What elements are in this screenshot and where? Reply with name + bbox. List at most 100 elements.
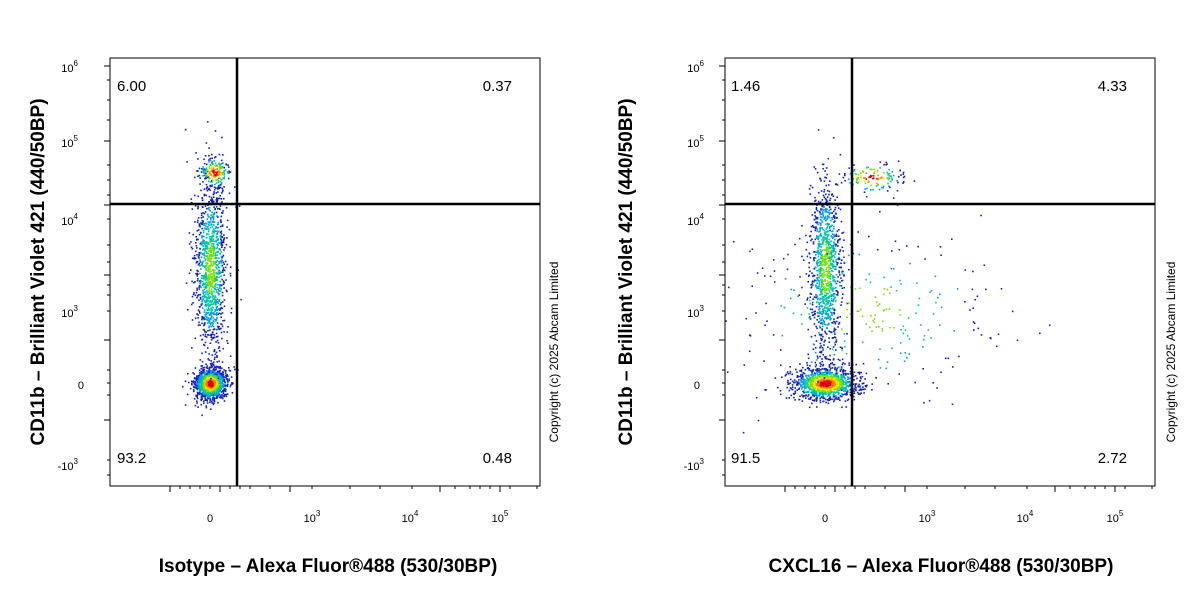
event-point — [829, 225, 831, 228]
event-point — [214, 285, 216, 287]
event-point — [215, 271, 218, 274]
event-point — [203, 224, 205, 227]
event-point — [825, 401, 827, 404]
event-point — [812, 374, 815, 376]
event-point — [219, 205, 222, 207]
event-point — [837, 235, 840, 237]
event-point — [206, 304, 208, 306]
event-point — [833, 395, 836, 398]
event-point — [220, 316, 222, 319]
event-point — [204, 341, 207, 344]
event-point — [201, 365, 203, 367]
event-point — [202, 298, 205, 300]
event-point — [205, 406, 208, 409]
event-point — [221, 379, 224, 381]
event-point — [212, 403, 215, 406]
event-point — [217, 174, 219, 176]
event-point — [823, 320, 825, 323]
event-point — [214, 388, 216, 390]
event-point — [827, 389, 830, 392]
event-point — [200, 376, 203, 378]
event-point — [190, 303, 193, 306]
event-point — [211, 389, 214, 392]
event-point — [818, 310, 821, 313]
event-point — [214, 269, 216, 271]
event-point — [205, 296, 207, 298]
event-point — [827, 184, 830, 186]
event-point — [820, 383, 822, 386]
event-point — [221, 225, 224, 227]
event-point — [205, 246, 207, 249]
event-point — [213, 300, 216, 303]
event-point — [828, 391, 830, 393]
event-point — [834, 344, 837, 346]
event-point — [830, 391, 833, 393]
event-point — [847, 385, 850, 388]
event-point — [869, 174, 872, 177]
event-point — [832, 246, 835, 249]
event-point — [828, 206, 831, 209]
event-point — [872, 177, 874, 180]
event-point — [810, 286, 812, 289]
event-point — [206, 397, 209, 399]
event-point — [194, 337, 196, 340]
event-point — [812, 391, 815, 394]
event-point — [815, 266, 817, 269]
event-point — [209, 312, 212, 315]
event-point — [841, 385, 843, 388]
event-point — [198, 376, 201, 378]
event-point — [219, 272, 221, 275]
event-point — [202, 171, 205, 173]
event-point — [817, 269, 820, 272]
event-point — [199, 177, 201, 179]
event-point — [215, 187, 217, 189]
event-point — [196, 400, 198, 402]
event-point — [214, 309, 217, 311]
event-point — [218, 173, 221, 175]
event-point — [213, 170, 215, 172]
event-point — [842, 388, 845, 391]
event-point — [211, 249, 213, 252]
event-point — [220, 275, 222, 277]
event-point — [835, 379, 837, 381]
event-point — [202, 381, 205, 384]
event-point — [846, 302, 849, 305]
event-point — [826, 372, 829, 374]
event-point — [815, 235, 818, 237]
event-point — [808, 384, 810, 387]
event-point — [812, 348, 815, 350]
event-point — [208, 265, 211, 268]
event-point — [822, 301, 825, 303]
event-point — [220, 192, 223, 194]
event-point — [203, 317, 206, 320]
event-point — [216, 230, 218, 232]
event-point — [221, 190, 224, 193]
event-point — [806, 367, 809, 370]
event-point — [828, 384, 830, 386]
event-point — [218, 312, 221, 315]
event-point — [815, 301, 818, 304]
event-point — [223, 171, 225, 173]
event-point — [212, 275, 214, 277]
event-point — [780, 393, 782, 396]
event-point — [211, 226, 214, 228]
event-point — [201, 168, 203, 170]
event-point — [221, 241, 224, 244]
event-point — [217, 216, 219, 218]
event-point — [831, 245, 834, 247]
event-point — [206, 365, 209, 367]
event-point — [791, 380, 794, 383]
event-point — [830, 235, 833, 237]
event-point — [218, 170, 220, 172]
event-point — [840, 381, 842, 384]
event-point — [204, 259, 206, 262]
event-point — [209, 389, 212, 392]
event-point — [802, 381, 804, 383]
event-point — [847, 381, 849, 384]
event-point — [871, 168, 873, 171]
event-point — [211, 290, 213, 292]
event-point — [840, 387, 842, 390]
event-point — [820, 223, 822, 225]
event-point — [860, 377, 862, 380]
event-point — [216, 375, 218, 377]
